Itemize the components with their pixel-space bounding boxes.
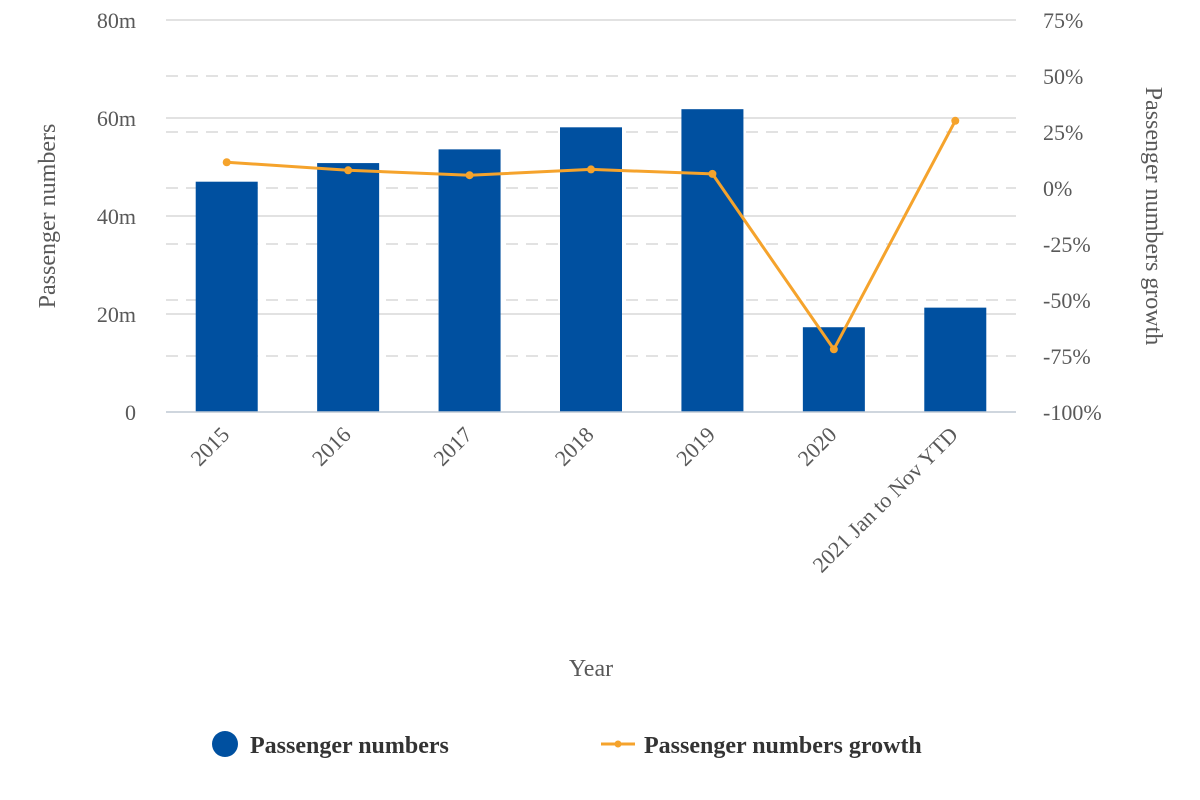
growth-point	[344, 166, 353, 175]
left-axis-tick-label: 0	[125, 400, 136, 425]
right-axis-tick-labels: -100% -75% -50% -25% 0% 25% 50% 75%	[1043, 8, 1102, 425]
left-axis-tick-label: 40m	[97, 204, 136, 229]
growth-point	[465, 171, 474, 180]
bar-series-passenger-numbers	[195, 109, 987, 413]
legend-swatch-dot	[614, 740, 622, 748]
x-axis-tick-label: 2019	[671, 422, 720, 471]
x-axis-tick-label: 2017	[428, 422, 477, 471]
x-axis-tick-label: 2015	[185, 422, 234, 471]
left-axis-tick-label: 80m	[97, 8, 136, 33]
bar-2015	[195, 181, 258, 412]
x-axis-title: Year	[569, 656, 613, 682]
legend-label-passenger-numbers-growth: Passenger numbers growth	[644, 733, 922, 759]
x-axis-tick-label: 2018	[550, 422, 599, 471]
bar-2021-jan-to-nov-ytd	[924, 307, 987, 412]
growth-point	[951, 116, 960, 125]
left-axis-tick-labels: 0 20m 40m 60m 80m	[97, 8, 136, 425]
right-axis-tick-label: 75%	[1043, 8, 1083, 33]
right-axis-tick-label: -75%	[1043, 344, 1091, 369]
x-axis-tick-label: 2016	[307, 422, 356, 471]
right-axis-tick-label: -25%	[1043, 232, 1091, 257]
left-axis-tick-label: 60m	[97, 106, 136, 131]
left-axis-tick-label: 20m	[97, 302, 136, 327]
right-axis-tick-label: -100%	[1043, 400, 1102, 425]
growth-point	[829, 345, 838, 354]
legend: Passenger numbers Passenger numbers grow…	[212, 731, 922, 759]
bar-2019	[681, 109, 744, 413]
x-axis-tick-label: 2020	[793, 422, 842, 471]
bar-2020	[802, 327, 865, 412]
left-axis-title: Passenger numbers	[35, 124, 61, 309]
growth-point	[222, 158, 231, 167]
right-axis-tick-label: 25%	[1043, 120, 1083, 145]
right-axis-tick-label: 0%	[1043, 176, 1072, 201]
line-series-passenger-numbers-growth	[222, 116, 960, 354]
legend-swatch-passenger-numbers	[212, 731, 238, 757]
growth-point	[587, 165, 595, 174]
growth-point	[708, 169, 717, 178]
bar-2016	[317, 163, 380, 412]
bar-2017	[438, 149, 501, 413]
bar-2018	[560, 127, 622, 412]
right-axis-tick-label: -50%	[1043, 288, 1091, 313]
right-axis-tick-label: 50%	[1043, 64, 1083, 89]
legend-label-passenger-numbers: Passenger numbers	[250, 733, 449, 759]
right-axis-title: Passenger numbers growth	[1140, 87, 1166, 346]
